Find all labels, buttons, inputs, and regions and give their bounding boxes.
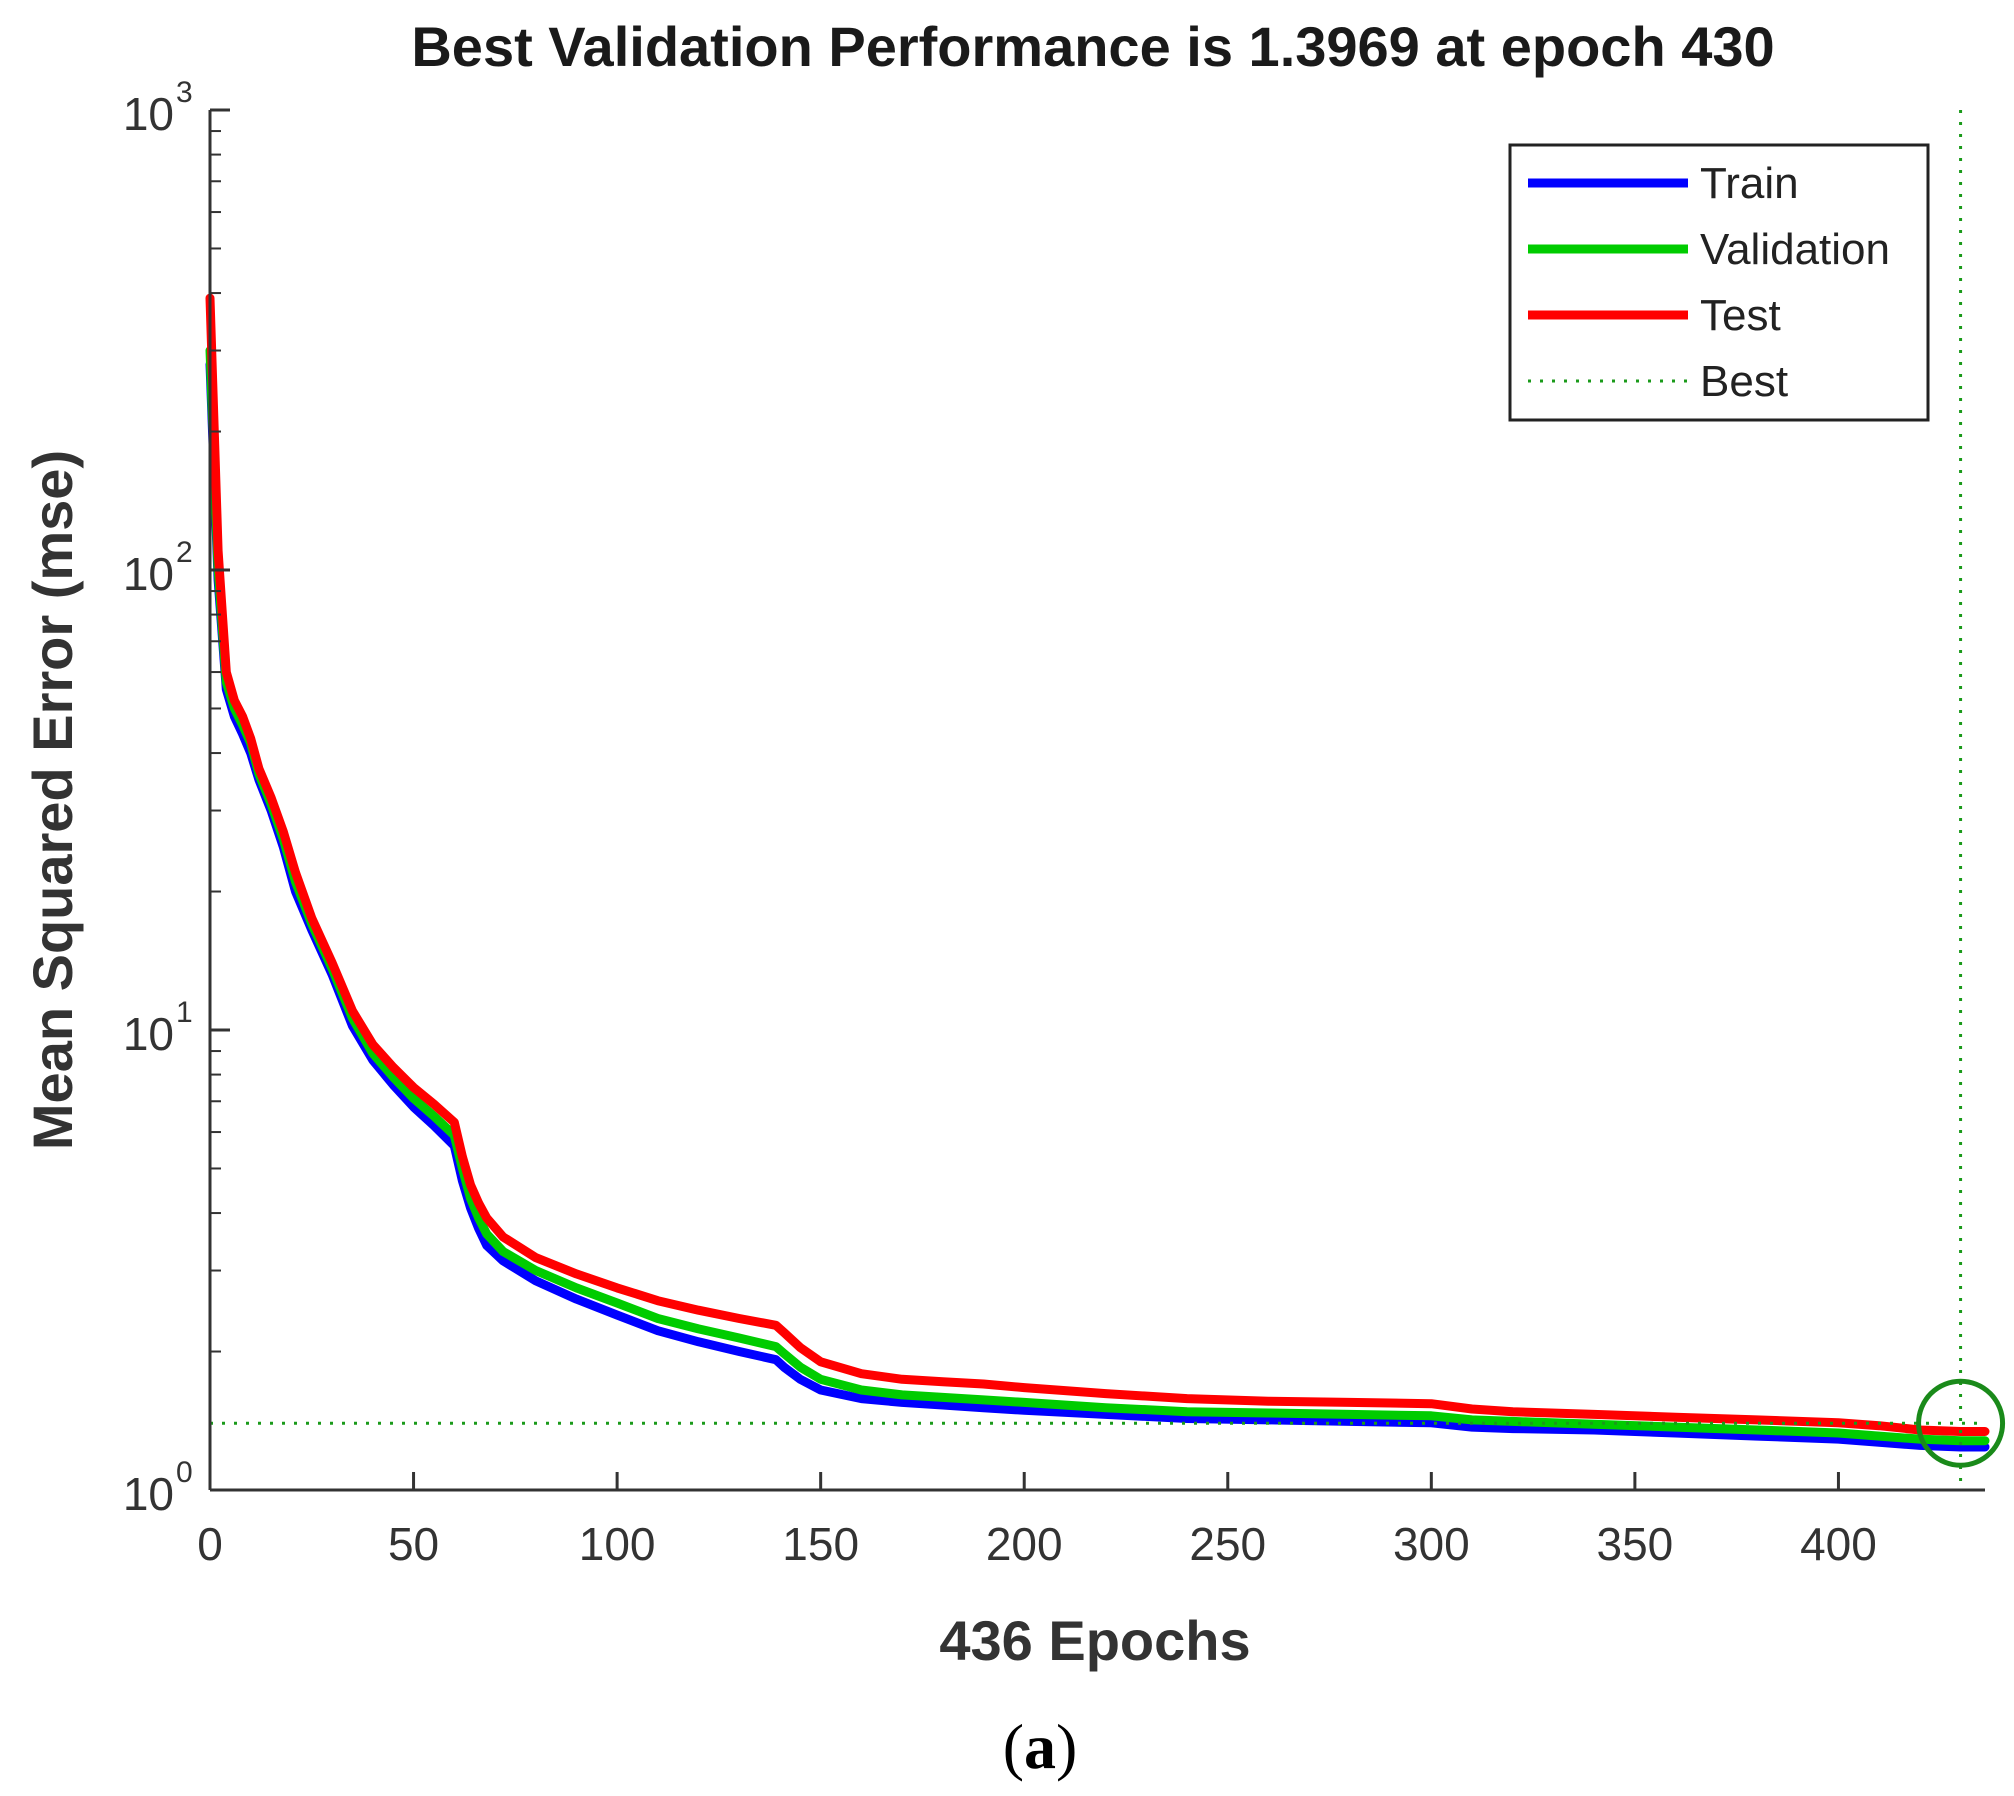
- x-tick-label: 0: [197, 1518, 223, 1570]
- chart-title: Best Validation Performance is 1.3969 at…: [411, 15, 1774, 78]
- y-tick-exponent: 1: [176, 996, 193, 1029]
- x-tick-label: 300: [1393, 1518, 1470, 1570]
- y-tick-label: 10: [123, 88, 174, 140]
- x-tick-label: 250: [1189, 1518, 1266, 1570]
- x-tick-label: 150: [782, 1518, 859, 1570]
- x-tick-label: 100: [579, 1518, 656, 1570]
- y-tick-label: 10: [123, 1008, 174, 1060]
- y-tick-exponent: 0: [176, 1456, 193, 1489]
- panel-label-close: ): [1056, 1711, 1077, 1782]
- series-layer: [205, 293, 1990, 1452]
- best-point-marker: [1916, 1378, 2006, 1468]
- legend: Train Validation Test Best: [1508, 143, 1930, 422]
- panel-label: (a): [1003, 1711, 1078, 1782]
- x-axis-label: 436 Epochs: [939, 1609, 1250, 1672]
- legend-label-test: Test: [1700, 291, 1781, 340]
- y-tick-exponent: 2: [176, 536, 193, 569]
- panel-label-open: (: [1003, 1711, 1024, 1782]
- y-tick-label: 10: [123, 548, 174, 600]
- best-markers: [210, 110, 2006, 1490]
- x-tick-label: 200: [986, 1518, 1063, 1570]
- legend-label-train: Train: [1700, 159, 1799, 208]
- y-tick-exponent: 3: [176, 76, 193, 109]
- x-tick-label: 350: [1597, 1518, 1674, 1570]
- x-tick-label: 50: [388, 1518, 439, 1570]
- x-tick-label: 400: [1800, 1518, 1877, 1570]
- legend-box: [1508, 143, 1930, 422]
- series-line-test: [205, 293, 1990, 1436]
- panel-label-letter: a: [1024, 1711, 1056, 1782]
- y-tick-label: 10: [123, 1468, 174, 1520]
- y-axis-label: Mean Squared Error (mse): [21, 450, 84, 1150]
- legend-label-validation: Validation: [1700, 225, 1890, 274]
- legend-label-best: Best: [1700, 357, 1788, 406]
